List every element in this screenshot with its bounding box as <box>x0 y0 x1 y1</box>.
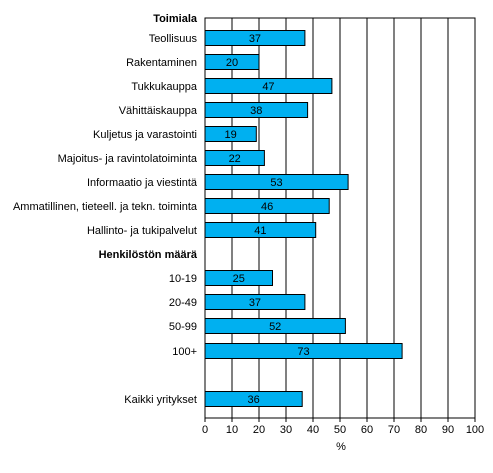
x-tick-label: 20 <box>253 424 265 436</box>
x-tick-label: 60 <box>361 424 373 436</box>
category-label: Rakentaminen <box>126 57 197 69</box>
bar <box>204 78 333 94</box>
data-label: 19 <box>225 129 237 141</box>
x-axis-title: % <box>336 441 346 453</box>
category-label: 10-19 <box>169 273 197 285</box>
category-label: 50-99 <box>169 321 197 333</box>
x-tick-label: 90 <box>442 424 454 436</box>
data-label: 38 <box>250 105 262 117</box>
category-label: Majoitus- ja ravintolatoiminta <box>58 153 198 165</box>
data-label: 37 <box>249 33 261 45</box>
data-label: 53 <box>270 177 282 189</box>
data-label: 46 <box>261 201 273 213</box>
group-title: Toimiala <box>153 13 198 25</box>
bar <box>204 54 260 70</box>
x-tick-label: 10 <box>226 424 238 436</box>
bar <box>204 102 309 118</box>
category-label: 20-49 <box>169 297 197 309</box>
bar <box>204 150 265 166</box>
category-labels: Toimiala Teollisuus Rakentaminen Tukkukaupp… <box>13 13 198 406</box>
category-label: Ammatillinen, tieteell. ja tekn. toimint… <box>13 201 198 213</box>
bar <box>204 318 346 334</box>
x-tick-label: 100 <box>466 424 484 436</box>
data-label: 36 <box>247 394 259 406</box>
bar <box>204 343 403 359</box>
data-label: 41 <box>254 225 266 237</box>
bar <box>204 222 317 238</box>
x-tick-label: 80 <box>415 424 427 436</box>
data-label: 73 <box>297 346 309 358</box>
data-label: 20 <box>226 57 238 69</box>
x-tick-label: 40 <box>307 424 319 436</box>
group-title: Henkilöstön määrä <box>99 249 198 261</box>
category-label: Tukkukauppa <box>131 81 198 93</box>
category-label: Teollisuus <box>149 33 198 45</box>
data-label: 47 <box>262 81 274 93</box>
category-label: Kaikki yritykset <box>124 394 197 406</box>
x-axis: 0 10 20 30 40 50 60 70 80 90 100 <box>202 418 484 436</box>
data-label: 22 <box>229 153 241 165</box>
data-label: 25 <box>233 273 245 285</box>
bar <box>204 294 306 310</box>
data-label: 52 <box>269 321 281 333</box>
x-tick-label: 0 <box>202 424 208 436</box>
category-label: Kuljetus ja varastointi <box>93 129 197 141</box>
x-tick-label: 70 <box>388 424 400 436</box>
category-label: Hallinto- ja tukipalvelut <box>87 225 197 237</box>
bar <box>204 270 273 286</box>
category-label: Vähittäiskauppa <box>119 105 198 117</box>
x-tick-label: 30 <box>280 424 292 436</box>
bar <box>204 126 257 142</box>
bar <box>204 391 303 407</box>
bar <box>204 174 349 190</box>
category-label: Informaatio ja viestintä <box>87 177 198 189</box>
x-tick-label: 50 <box>334 424 346 436</box>
bar <box>204 198 330 214</box>
bar <box>204 30 306 46</box>
category-label: 100+ <box>172 346 197 358</box>
data-label: 37 <box>249 297 261 309</box>
